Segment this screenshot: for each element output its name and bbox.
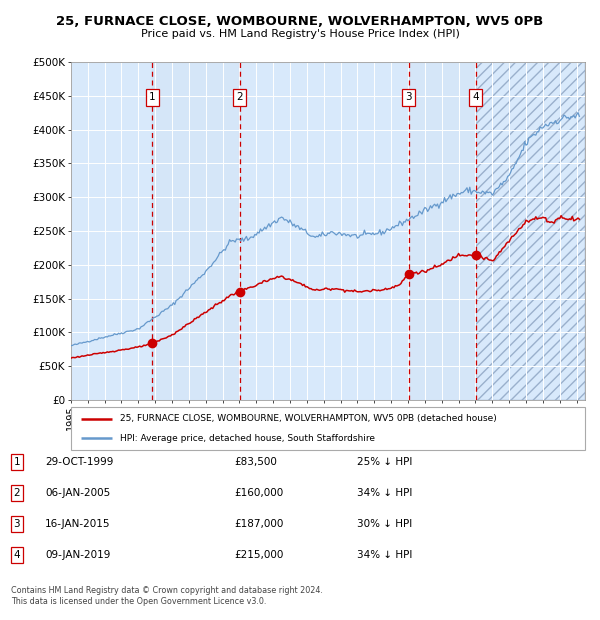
Text: 1: 1 [149, 92, 155, 102]
Text: £215,000: £215,000 [234, 550, 283, 560]
Bar [476, 62, 585, 400]
Text: 2: 2 [236, 92, 243, 102]
Text: 25% ↓ HPI: 25% ↓ HPI [357, 457, 412, 467]
Text: Price paid vs. HM Land Registry's House Price Index (HPI): Price paid vs. HM Land Registry's House … [140, 29, 460, 39]
Text: 1: 1 [13, 457, 20, 467]
FancyBboxPatch shape [71, 407, 585, 450]
Text: Contains HM Land Registry data © Crown copyright and database right 2024.
This d: Contains HM Land Registry data © Crown c… [11, 585, 323, 606]
Text: 4: 4 [473, 92, 479, 102]
Text: £187,000: £187,000 [234, 519, 283, 529]
Text: 29-OCT-1999: 29-OCT-1999 [45, 457, 113, 467]
Text: 34% ↓ HPI: 34% ↓ HPI [357, 550, 412, 560]
Text: 09-JAN-2019: 09-JAN-2019 [45, 550, 110, 560]
Bar [240, 62, 409, 400]
Text: 3: 3 [406, 92, 412, 102]
Text: 3: 3 [13, 519, 20, 529]
Text: 06-JAN-2005: 06-JAN-2005 [45, 488, 110, 498]
Bar [152, 62, 240, 400]
Text: 2: 2 [13, 488, 20, 498]
Text: 16-JAN-2015: 16-JAN-2015 [45, 519, 110, 529]
Text: 30% ↓ HPI: 30% ↓ HPI [357, 519, 412, 529]
Text: 25, FURNACE CLOSE, WOMBOURNE, WOLVERHAMPTON, WV5 0PB: 25, FURNACE CLOSE, WOMBOURNE, WOLVERHAMP… [56, 16, 544, 28]
Text: 4: 4 [13, 550, 20, 560]
Text: HPI: Average price, detached house, South Staffordshire: HPI: Average price, detached house, Sout… [119, 433, 374, 443]
Bar [409, 62, 476, 400]
Bar [71, 62, 152, 400]
Text: £83,500: £83,500 [234, 457, 277, 467]
Text: £160,000: £160,000 [234, 488, 283, 498]
Bar [476, 62, 585, 400]
Text: 34% ↓ HPI: 34% ↓ HPI [357, 488, 412, 498]
Text: 25, FURNACE CLOSE, WOMBOURNE, WOLVERHAMPTON, WV5 0PB (detached house): 25, FURNACE CLOSE, WOMBOURNE, WOLVERHAMP… [119, 414, 496, 423]
